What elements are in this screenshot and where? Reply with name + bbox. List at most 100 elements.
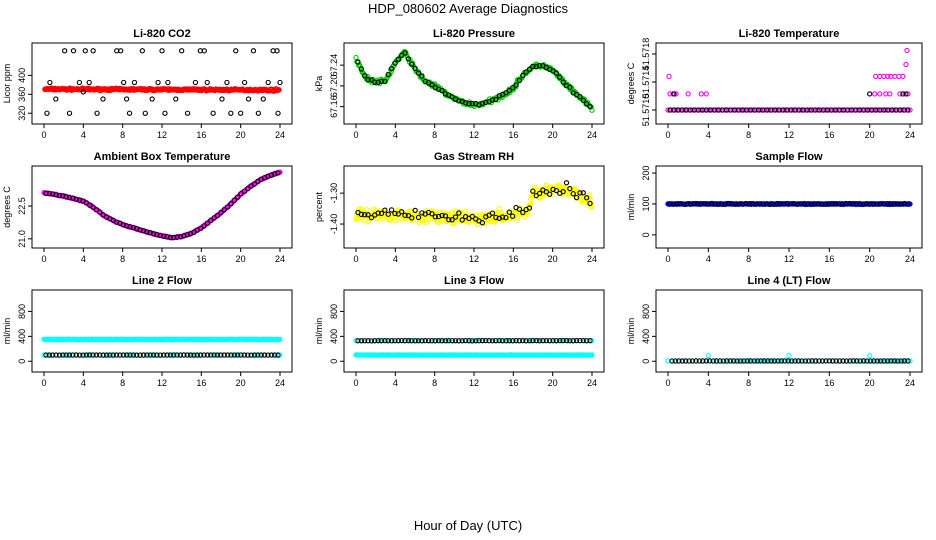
- data-point-points: [110, 352, 116, 358]
- data-point-points: [777, 201, 784, 207]
- y-tick-label: 800: [329, 304, 339, 319]
- data-point-points: [732, 201, 739, 207]
- data-point-extremes: [228, 110, 234, 116]
- data-point-points: [715, 201, 721, 207]
- data-point-points: [833, 358, 839, 364]
- x-tick-label: 4: [706, 378, 711, 388]
- data-point-points: [66, 352, 73, 358]
- data-point-extremes: [179, 48, 185, 54]
- data-point-points: [830, 358, 836, 364]
- data-point-points: [580, 97, 586, 104]
- data-point-points: [503, 214, 509, 221]
- data-point-points: [867, 358, 874, 364]
- data-point-extremes: [131, 79, 138, 86]
- data-point-points: [584, 338, 590, 344]
- data-point-points: [402, 212, 408, 218]
- data-point-points: [536, 338, 543, 344]
- data-point-points: [60, 352, 66, 358]
- data-point-extremes: [204, 79, 210, 86]
- data-point-points: [563, 337, 570, 344]
- data-point-average: [549, 192, 555, 198]
- data-point-points: [251, 352, 258, 358]
- data-point-points: [473, 338, 479, 344]
- data-point-extremes: [66, 110, 73, 116]
- data-point-average: [462, 208, 468, 214]
- x-tick-label: 24: [905, 254, 915, 264]
- data-point-points: [898, 201, 904, 207]
- data-point-points: [819, 358, 826, 364]
- x-tick-label: 24: [587, 254, 597, 264]
- data-point-points: [462, 337, 469, 344]
- data-point-points: [765, 358, 771, 364]
- data-point-points: [365, 338, 371, 344]
- data-point-extremes: [210, 110, 216, 116]
- data-point-points: [801, 200, 808, 207]
- data-point-points: [97, 352, 103, 358]
- data-point-points: [553, 187, 560, 194]
- data-point-points: [567, 338, 573, 344]
- data-point-baseline: [757, 107, 764, 113]
- panel-ambient-box-temperature: Ambient Box Temperature degrees C 0 4 8 12 16 2…: [2, 151, 293, 264]
- data-point-points: [442, 338, 449, 344]
- data-point-points: [164, 234, 170, 240]
- data-point-points: [382, 207, 388, 213]
- data-point-extremes: [159, 48, 165, 54]
- y-tick-label: 360: [17, 87, 27, 102]
- y-axis-label: ml/min: [2, 318, 12, 345]
- x-tick-label: 8: [120, 378, 125, 388]
- data-point-points: [748, 358, 754, 364]
- data-point-points: [395, 338, 401, 344]
- data-point-baseline: [665, 107, 671, 113]
- data-point-points: [204, 220, 211, 226]
- data-point-points: [677, 201, 684, 207]
- data-point-points: [688, 201, 694, 207]
- y-axis-label: percent: [314, 191, 324, 222]
- data-point-points: [93, 352, 100, 358]
- data-point-average: [364, 207, 370, 213]
- data-point-points: [66, 194, 73, 201]
- data-point-points: [399, 209, 405, 215]
- data-point-points: [137, 352, 143, 358]
- data-point-points: [120, 352, 126, 358]
- data-point-points: [372, 338, 378, 344]
- panel-title: Line 2 Flow: [132, 275, 192, 287]
- data-point-average: [353, 54, 359, 61]
- data-point-points: [881, 358, 887, 364]
- data-point-points: [392, 60, 398, 66]
- data-point-points: [388, 207, 395, 213]
- data-points: [41, 169, 283, 241]
- data-point-points: [231, 197, 237, 203]
- plot-frame: [655, 165, 923, 249]
- data-point-points: [90, 352, 96, 358]
- data-point-points: [493, 214, 499, 221]
- data-point-points: [429, 211, 435, 217]
- data-point-points: [894, 201, 901, 207]
- data-point-high-flow: [353, 337, 359, 344]
- data-point-points: [729, 201, 735, 207]
- data-point-points: [499, 214, 506, 220]
- plot-frame: [343, 289, 605, 373]
- data-point-points: [218, 352, 224, 358]
- data-point-points: [382, 338, 388, 344]
- data-point-points: [194, 352, 200, 358]
- data-point-average: [760, 358, 766, 364]
- data-point-points: [854, 358, 860, 364]
- data-point-points: [520, 209, 526, 216]
- data-point-points: [836, 358, 843, 364]
- y-axis-label: degrees C: [2, 186, 12, 228]
- data-point-points: [577, 190, 583, 196]
- data-point-points: [140, 352, 147, 358]
- x-tick-label: 24: [587, 130, 597, 140]
- data-point-points: [399, 337, 405, 344]
- data-point-points: [560, 189, 566, 195]
- data-point-points: [375, 338, 381, 344]
- x-tick-label: 12: [157, 378, 167, 388]
- data-point-points: [523, 69, 529, 75]
- data-point-baseline: [907, 107, 913, 113]
- data-point-average: [492, 218, 498, 224]
- x-tick-label: 12: [469, 378, 479, 388]
- data-point-points: [97, 209, 103, 215]
- data-point-points: [425, 338, 432, 344]
- data-point-extremes: [139, 48, 145, 54]
- data-point-points: [734, 358, 740, 364]
